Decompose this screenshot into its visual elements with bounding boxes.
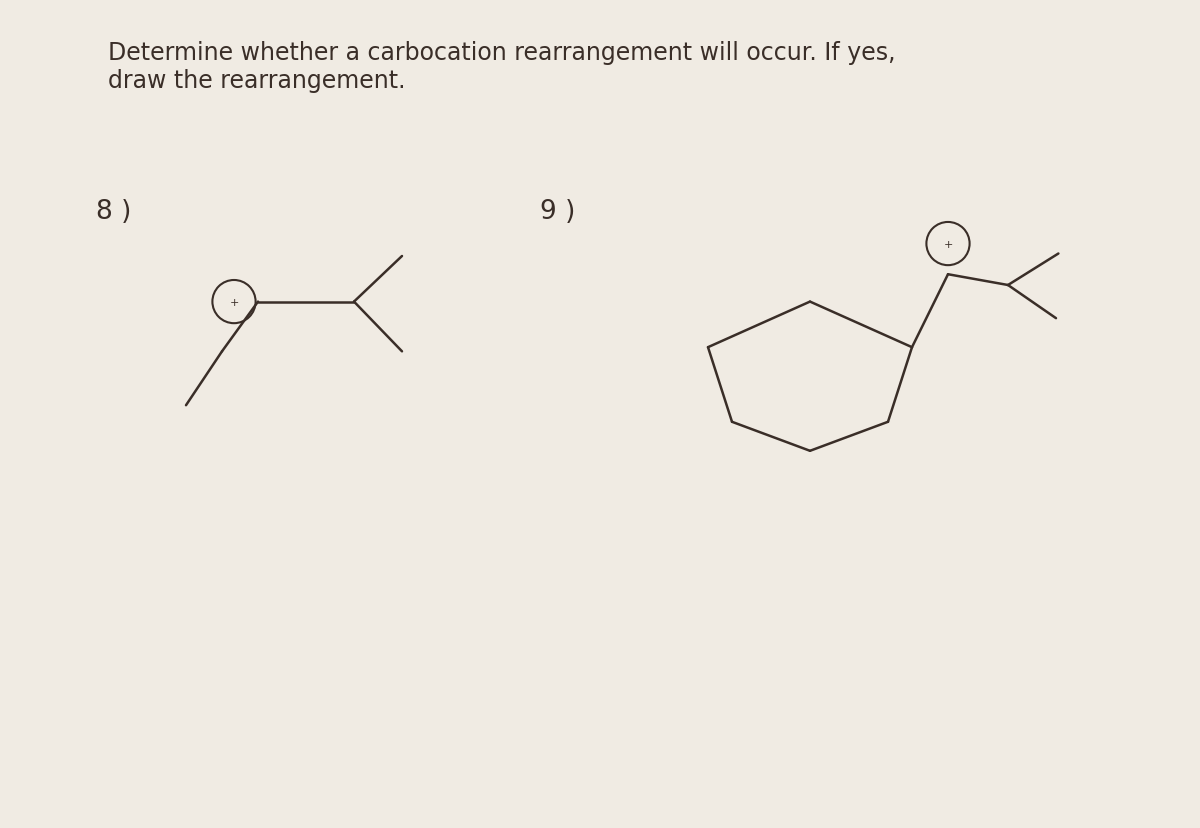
Text: +: +: [943, 239, 953, 249]
Text: +: +: [229, 297, 239, 307]
Text: Determine whether a carbocation rearrangement will occur. If yes,
draw the rearr: Determine whether a carbocation rearrang…: [108, 41, 895, 93]
Text: 8 ): 8 ): [96, 199, 131, 224]
Text: 9 ): 9 ): [540, 199, 575, 224]
